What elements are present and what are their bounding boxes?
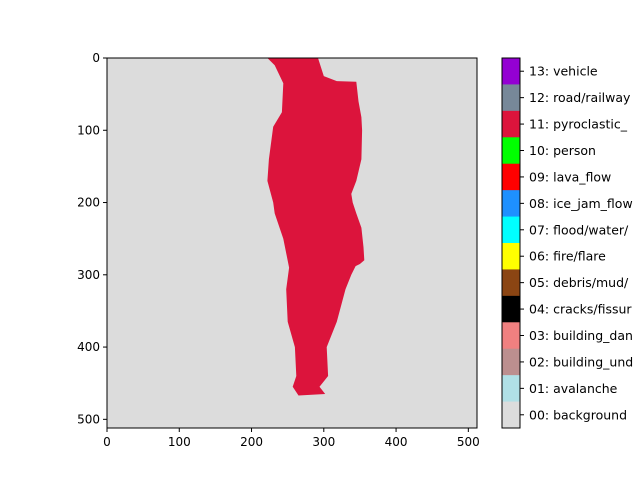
colorbar-label: 07: flood/water/ <box>529 222 629 237</box>
colorbar-label: 02: building_und <box>529 354 633 369</box>
colorbar-label: 01: avalanche <box>529 381 618 396</box>
colorbar-label: 09: lava_flow <box>529 169 611 184</box>
colorbar-swatch <box>502 348 520 376</box>
colorbar-swatch <box>502 322 520 350</box>
colorbar-label: 08: ice_jam_flow <box>529 196 633 211</box>
colorbar-swatch <box>502 190 520 218</box>
pyroclastic-flow-region <box>267 58 365 396</box>
colorbar-swatch <box>502 216 520 244</box>
colorbar-swatch <box>502 163 520 191</box>
colorbar-swatch <box>502 84 520 112</box>
colorbar-label: 11: pyroclastic_ <box>529 117 628 132</box>
plot-area <box>106 57 478 429</box>
colorbar-label: 06: fire/flare <box>529 249 606 264</box>
colorbar-label: 13: vehicle <box>529 64 598 79</box>
x-tick-label: 400 <box>385 435 408 449</box>
colorbar-swatch <box>502 401 520 429</box>
colorbar-label: 03: building_dan <box>529 328 633 343</box>
y-tick-label: 0 <box>92 51 100 65</box>
plot-frame <box>106 57 478 429</box>
x-axis: 0 100 200 300 400 500 <box>103 428 480 449</box>
colorbar: 13: vehicle 12: road/railway 11: pyroclast… <box>501 57 633 429</box>
colorbar-label: 04: cracks/fissur <box>529 302 632 317</box>
colorbar-label: 12: road/railway <box>529 90 631 105</box>
y-tick-label: 400 <box>77 340 100 354</box>
colorbar-swatch <box>502 110 520 138</box>
x-tick-label: 300 <box>312 435 335 449</box>
x-tick-label: 200 <box>240 435 263 449</box>
colorbar-swatch <box>502 295 520 323</box>
colorbar-label: 10: person <box>529 143 596 158</box>
y-axis: 0 100 200 300 400 500 <box>77 51 107 426</box>
x-tick-label: 500 <box>457 435 480 449</box>
colorbar-swatch <box>502 58 520 85</box>
colorbar-swatch <box>502 269 520 297</box>
y-tick-label: 100 <box>77 123 100 137</box>
colorbar-swatch <box>502 243 520 270</box>
x-tick-label: 0 <box>103 435 111 449</box>
colorbar-swatch <box>502 137 520 165</box>
colorbar-label: 05: debris/mud/ <box>529 275 629 290</box>
colorbar-label: 00: background <box>529 407 627 422</box>
x-tick-label: 100 <box>168 435 191 449</box>
colorbar-frame <box>501 57 521 429</box>
y-tick-label: 300 <box>77 268 100 282</box>
y-tick-label: 200 <box>77 196 100 210</box>
colorbar-swatch <box>502 375 520 403</box>
y-tick-label: 500 <box>77 412 100 426</box>
